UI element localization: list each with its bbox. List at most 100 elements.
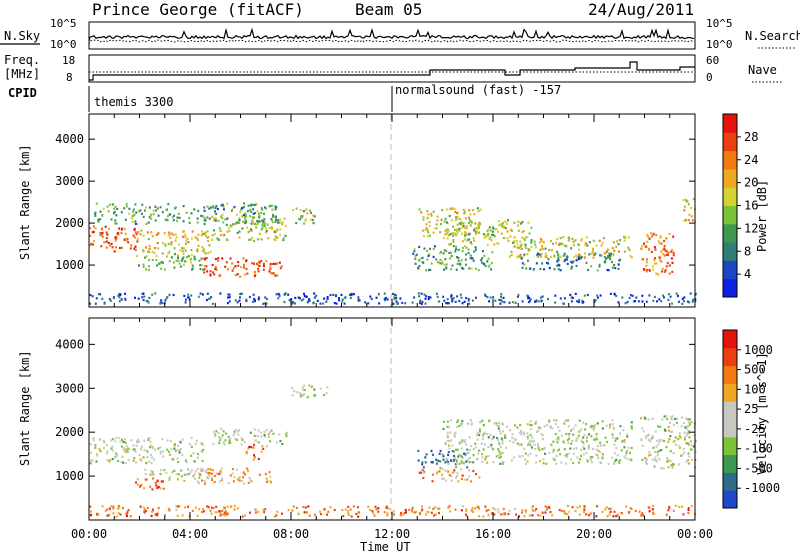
scatter-cell [610, 254, 613, 257]
scatter-cell [268, 270, 271, 273]
scatter-cell [480, 259, 483, 262]
scatter-cell [648, 433, 651, 436]
scatter-cell [473, 229, 475, 232]
scatter-cell [122, 447, 125, 450]
scatter-cell [649, 453, 652, 456]
scatter-cell [413, 247, 416, 250]
scatter-cell [448, 251, 451, 254]
scatter-cell [212, 507, 215, 510]
scatter-cell [238, 236, 241, 239]
scatter-cell [244, 273, 247, 276]
scatter-cell [343, 302, 346, 305]
scatter-cell [246, 467, 249, 470]
scatter-cell [526, 253, 529, 256]
scatter-cell [475, 473, 477, 476]
scatter-cell [592, 256, 595, 259]
scatter-cell [162, 487, 165, 490]
scatter-cell [245, 215, 248, 218]
scatter-cell [445, 249, 448, 253]
scatter-cell [651, 508, 654, 511]
scatter-cell [557, 436, 560, 439]
scatter-cell [580, 448, 583, 452]
scatter-cell [187, 255, 190, 258]
scatter-cell [606, 515, 609, 518]
scatter-cell [477, 226, 480, 230]
scatter-cell [118, 296, 121, 299]
scatter-cell [570, 267, 573, 270]
scatter-cell [520, 243, 523, 246]
scatter-cell [623, 250, 626, 253]
scatter-cell [240, 208, 243, 211]
scatter-cell [249, 511, 251, 514]
scatter-cell [631, 294, 634, 297]
scatter-cell [120, 298, 123, 301]
scatter-cell [222, 205, 225, 208]
scatter-cell [583, 511, 586, 514]
scatter-cell [619, 258, 622, 261]
colorbar-tick-label: 8 [744, 244, 751, 258]
scatter-cell [265, 429, 268, 432]
scatter-cell [609, 510, 612, 513]
scatter-cell [580, 454, 582, 458]
scatter-cell [585, 261, 588, 264]
scatter-cell [234, 222, 237, 225]
scatter-cell [161, 302, 164, 305]
scatter-cell [234, 429, 237, 432]
scatter-cell [418, 265, 421, 268]
scatter-cell [687, 443, 690, 446]
scatter-cell [466, 466, 469, 469]
scatter-cell [640, 417, 642, 420]
colorbar-swatch [723, 168, 737, 188]
scatter-cell [456, 223, 459, 226]
scatter-cell [579, 255, 582, 258]
scatter-cell [215, 505, 218, 508]
scatter-cell [174, 233, 177, 236]
scatter-cell [497, 453, 500, 457]
scatter-cell [300, 215, 303, 218]
scatter-cell [659, 235, 662, 238]
scatter-cell [464, 231, 466, 234]
scatter-cell [169, 439, 172, 443]
scatter-cell [268, 227, 271, 230]
y-tick-label: 2000 [55, 216, 84, 230]
scatter-cell [200, 214, 203, 217]
scatter-cell [492, 296, 495, 299]
scatter-cell [471, 209, 474, 212]
scatter-cell [444, 230, 447, 233]
scatter-cell [250, 219, 253, 223]
scatter-cell [156, 480, 159, 483]
scatter-cell [685, 417, 688, 420]
scatter-cell [285, 431, 288, 434]
scatter-cell [167, 203, 170, 206]
scatter-cell [166, 295, 169, 299]
scatter-cell [430, 262, 433, 265]
scatter-cell [276, 510, 279, 513]
scatter-cell [472, 469, 475, 473]
scatter-cell [203, 265, 206, 268]
scatter-cell [497, 242, 500, 245]
scatter-cell [525, 462, 527, 466]
scatter-cell [595, 436, 598, 439]
scatter-cell [186, 237, 189, 241]
scatter-cell [469, 419, 472, 422]
scatter-cell [598, 263, 601, 266]
scatter-cell [613, 427, 615, 430]
scatter-cell [164, 514, 166, 517]
scatter-cell [264, 206, 266, 209]
scatter-cell [607, 269, 610, 272]
scatter-cell [541, 262, 544, 265]
scatter-cell [572, 433, 575, 436]
scatter-cell [556, 250, 559, 253]
scatter-cell [455, 459, 458, 462]
scatter-cell [456, 229, 459, 232]
scatter-cell [581, 441, 584, 444]
scatter-cell [312, 222, 315, 225]
scatter-cell [502, 224, 505, 228]
scatter-cell [428, 253, 431, 256]
scatter-cell [386, 514, 389, 517]
scatter-cell [470, 267, 473, 270]
scatter-cell [263, 511, 266, 514]
scatter-cell [574, 239, 577, 242]
scatter-cell [276, 274, 279, 277]
scatter-cell [201, 249, 204, 252]
